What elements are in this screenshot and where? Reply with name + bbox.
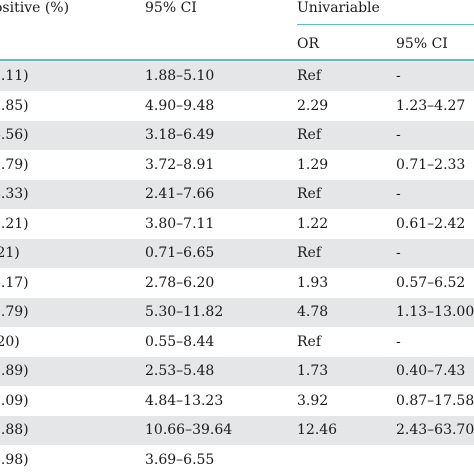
table-row: 4.17) 2.78–6.20 1.93 0.57–6.52 [0,268,474,298]
table-row: 5.21) 3.80–7.11 1.22 0.61–2.42 [0,209,474,239]
cell-positive: 6.85) [0,97,29,114]
header-univariable: Univariable [297,0,380,16]
cell-ci: 10.66–39.64 [145,422,233,438]
cell-or-ci: 1.13–13.00 [396,304,474,320]
cell-ci: 3.69–6.55 [145,451,215,468]
cell-positive: .20) [0,333,20,350]
cell-or-ci: - [396,127,401,143]
header-rule [0,59,474,61]
cell-or-ci: 1.23–4.27 [396,97,466,114]
cell-ci: 3.72–8.91 [145,156,215,173]
cell-ci: 2.53–5.48 [145,363,215,379]
cell-ci: 5.30–11.82 [145,304,224,320]
cell-positive: 1.88) [0,422,29,438]
table-row: 7.79) 5.30–11.82 4.78 1.13–13.00 [0,298,474,328]
cell-or-ci: - [396,333,401,350]
cell-or: Ref [297,127,322,143]
cell-ci: 1.88–5.10 [145,68,215,84]
table-row: 8.09) 4.84–13.23 3.92 0.87–17.58 [0,386,474,416]
table-row: 4.56) 3.18–6.49 Ref - [0,121,474,151]
cell-positive: 4.33) [0,186,29,202]
cell-or: Ref [297,68,322,84]
header-positive: ositive (%) [0,0,70,16]
cell-or: Ref [297,186,322,202]
cell-or: 4.78 [297,304,329,320]
cell-or-ci: 0.57–6.52 [396,274,466,291]
table-body: 3.11) 1.88–5.10 Ref - 6.85) 4.90–9.48 2.29 1.23… [0,62,474,474]
cell-or: 2.29 [297,97,329,114]
cell-positive: 7.79) [0,304,29,320]
header-or-95ci: 95% CI [396,36,448,52]
table-row: 4.98) 3.69–6.55 [0,445,474,474]
cell-positive: 5.21) [0,215,29,232]
cell-or: 1.22 [297,215,329,232]
table-row: 3.89) 2.53–5.48 1.73 0.40–7.43 [0,357,474,387]
table-row: .20) 0.55–8.44 Ref - [0,327,474,357]
cell-or: 1.29 [297,156,329,173]
cell-or-ci: - [396,186,401,202]
cell-or: Ref [297,333,322,350]
cell-or-ci: 0.61–2.42 [396,215,466,232]
cell-or-ci: 0.71–2.33 [396,156,466,173]
cell-or-ci: 0.40–7.43 [396,363,466,379]
cell-or: 1.93 [297,274,329,291]
cell-ci: 3.18–6.49 [145,127,215,143]
cell-positive: 3.89) [0,363,29,379]
cell-or: 12.46 [297,422,338,438]
table-row: 4.33) 2.41–7.66 Ref - [0,180,474,210]
cell-or-ci: 0.87–17.58 [396,392,474,409]
cell-positive: 8.09) [0,392,29,409]
cell-positive: 3.11) [0,68,29,84]
cell-ci: 2.41–7.66 [145,186,215,202]
cell-ci: 2.78–6.20 [145,274,215,291]
cell-positive: 4.56) [0,127,29,143]
cell-ci: 0.55–8.44 [145,333,215,350]
cell-or-ci: 2.43–63.70 [396,422,474,438]
cell-or-ci: - [396,245,401,261]
header-or: OR [297,36,320,52]
table-row: 6.85) 4.90–9.48 2.29 1.23–4.27 [0,91,474,121]
cell-ci: 3.80–7.11 [145,215,215,232]
cell-ci: 4.84–13.23 [145,392,224,409]
univariable-rule [297,24,474,25]
cell-positive: 5.79) [0,156,29,173]
cell-or: 3.92 [297,392,329,409]
table-row: 3.11) 1.88–5.10 Ref - [0,62,474,92]
cell-ci: 0.71–6.65 [145,245,215,261]
cell-ci: 4.90–9.48 [145,97,215,114]
table-row: 1.88) 10.66–39.64 12.46 2.43–63.70 [0,416,474,446]
cell-positive: .21) [0,245,20,261]
cell-or-ci: - [396,68,401,84]
table-row: 5.79) 3.72–8.91 1.29 0.71–2.33 [0,150,474,180]
table-row: .21) 0.71–6.65 Ref - [0,239,474,269]
cell-or: Ref [297,245,322,261]
cell-positive: 4.17) [0,274,29,291]
cell-or: 1.73 [297,363,329,379]
cell-positive: 4.98) [0,451,29,468]
header-95ci: 95% CI [145,0,197,16]
